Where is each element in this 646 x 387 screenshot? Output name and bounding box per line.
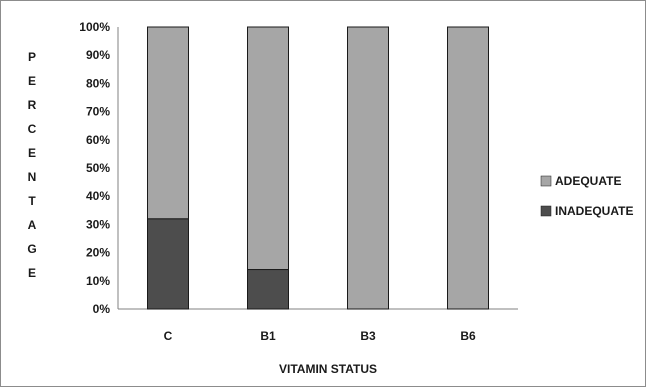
y-tick-label: 40% bbox=[86, 189, 110, 203]
bar-adequate-b1 bbox=[247, 26, 289, 271]
y-tick-label: 70% bbox=[86, 105, 110, 119]
x-tick-label: B6 bbox=[460, 329, 476, 343]
y-tick-label: 20% bbox=[86, 246, 110, 260]
legend-swatch-adequate bbox=[540, 175, 552, 187]
bar-adequate-c bbox=[147, 26, 189, 220]
legend-label-adequate: ADEQUATE bbox=[555, 174, 621, 188]
y-tick-label: 80% bbox=[86, 76, 110, 90]
y-tick-label: 10% bbox=[86, 274, 110, 288]
y-tick-label: 0% bbox=[93, 302, 111, 316]
x-tick-label: C bbox=[164, 329, 173, 343]
legend-label-inadequate: INADEQUATE bbox=[555, 204, 633, 218]
legend: ADEQUATE INADEQUATE bbox=[540, 174, 633, 218]
bar-inadequate-c bbox=[147, 218, 189, 310]
y-tick-label: 30% bbox=[86, 217, 110, 231]
bar-adequate-b6 bbox=[447, 26, 489, 310]
y-tick-labels: 0% 10% 20% 30% 40% 50% 60% 70% 80% 90% 100% bbox=[79, 20, 110, 316]
bar-adequate-b3 bbox=[347, 26, 389, 310]
x-tick-label: B3 bbox=[360, 329, 376, 343]
bars bbox=[147, 26, 489, 310]
legend-swatch-inadequate bbox=[540, 205, 552, 217]
y-tick-label: 50% bbox=[86, 161, 110, 175]
y-tick-label: 100% bbox=[79, 20, 110, 34]
x-tick-label: B1 bbox=[260, 329, 276, 343]
y-tick-label: 90% bbox=[86, 48, 110, 62]
y-tick-label: 60% bbox=[86, 133, 110, 147]
x-tick-labels: C B1 B3 B6 bbox=[164, 329, 476, 343]
x-axis-title: VITAMIN STATUS bbox=[279, 362, 377, 376]
bar-inadequate-b1 bbox=[247, 269, 289, 310]
